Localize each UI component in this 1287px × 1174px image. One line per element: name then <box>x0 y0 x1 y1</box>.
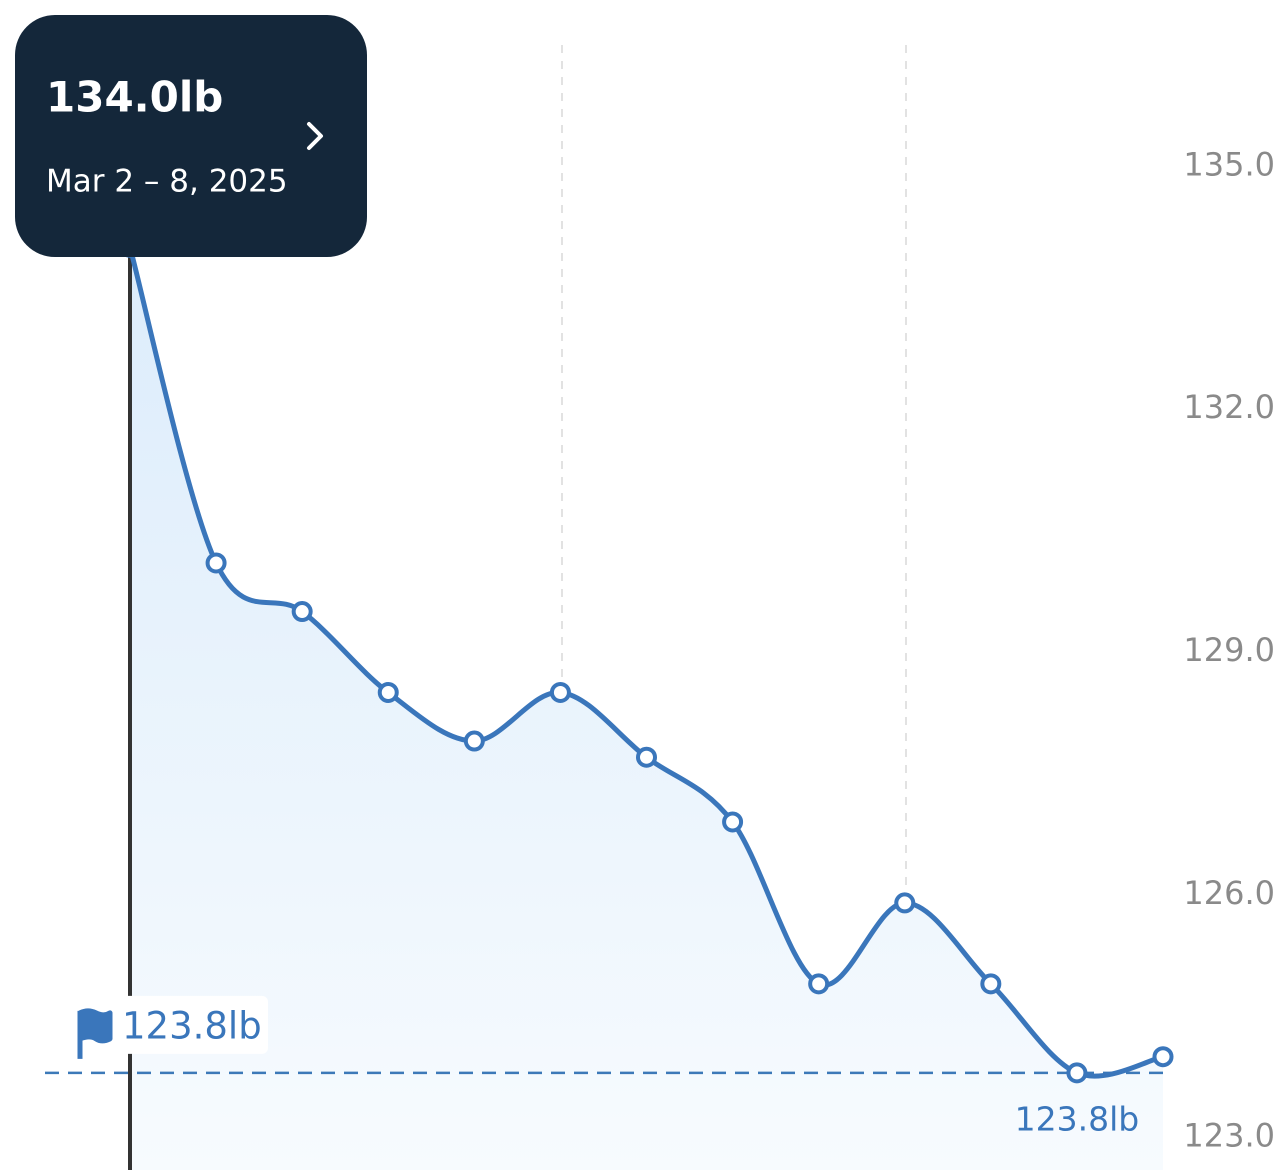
tooltip-box <box>15 15 367 257</box>
grid <box>561 45 907 1170</box>
y-tick-label: 129.0 <box>1183 631 1275 669</box>
point <box>980 973 1002 995</box>
point <box>377 681 399 703</box>
point <box>894 892 916 914</box>
point <box>808 973 830 995</box>
y-tick-label: 135.0 <box>1183 145 1275 183</box>
point <box>463 730 485 752</box>
tooltip-value: 134.0lb <box>46 73 223 122</box>
y-tick-label: 126.0 <box>1183 874 1275 912</box>
value-label: 123.8lb <box>1015 1099 1140 1138</box>
y-tick-label: 132.0 <box>1183 388 1275 426</box>
tooltip-date: Mar 2 – 8, 2025 <box>46 164 288 200</box>
flag-icon <box>77 1008 113 1059</box>
point <box>636 746 657 768</box>
point <box>549 681 571 703</box>
point <box>1152 1046 1174 1068</box>
tooltip-chevron <box>307 122 323 150</box>
tooltip: 134.0lb Mar 2 – 8, 2025 <box>15 15 367 257</box>
goal-label-bg <box>68 995 268 1054</box>
point <box>722 811 744 833</box>
area <box>130 247 1163 1170</box>
y-tick-label: 123.0 <box>1183 1117 1275 1155</box>
point <box>1066 1062 1088 1084</box>
goal-label: 123.8lb <box>122 1004 262 1047</box>
point <box>291 601 313 623</box>
point <box>205 552 227 574</box>
